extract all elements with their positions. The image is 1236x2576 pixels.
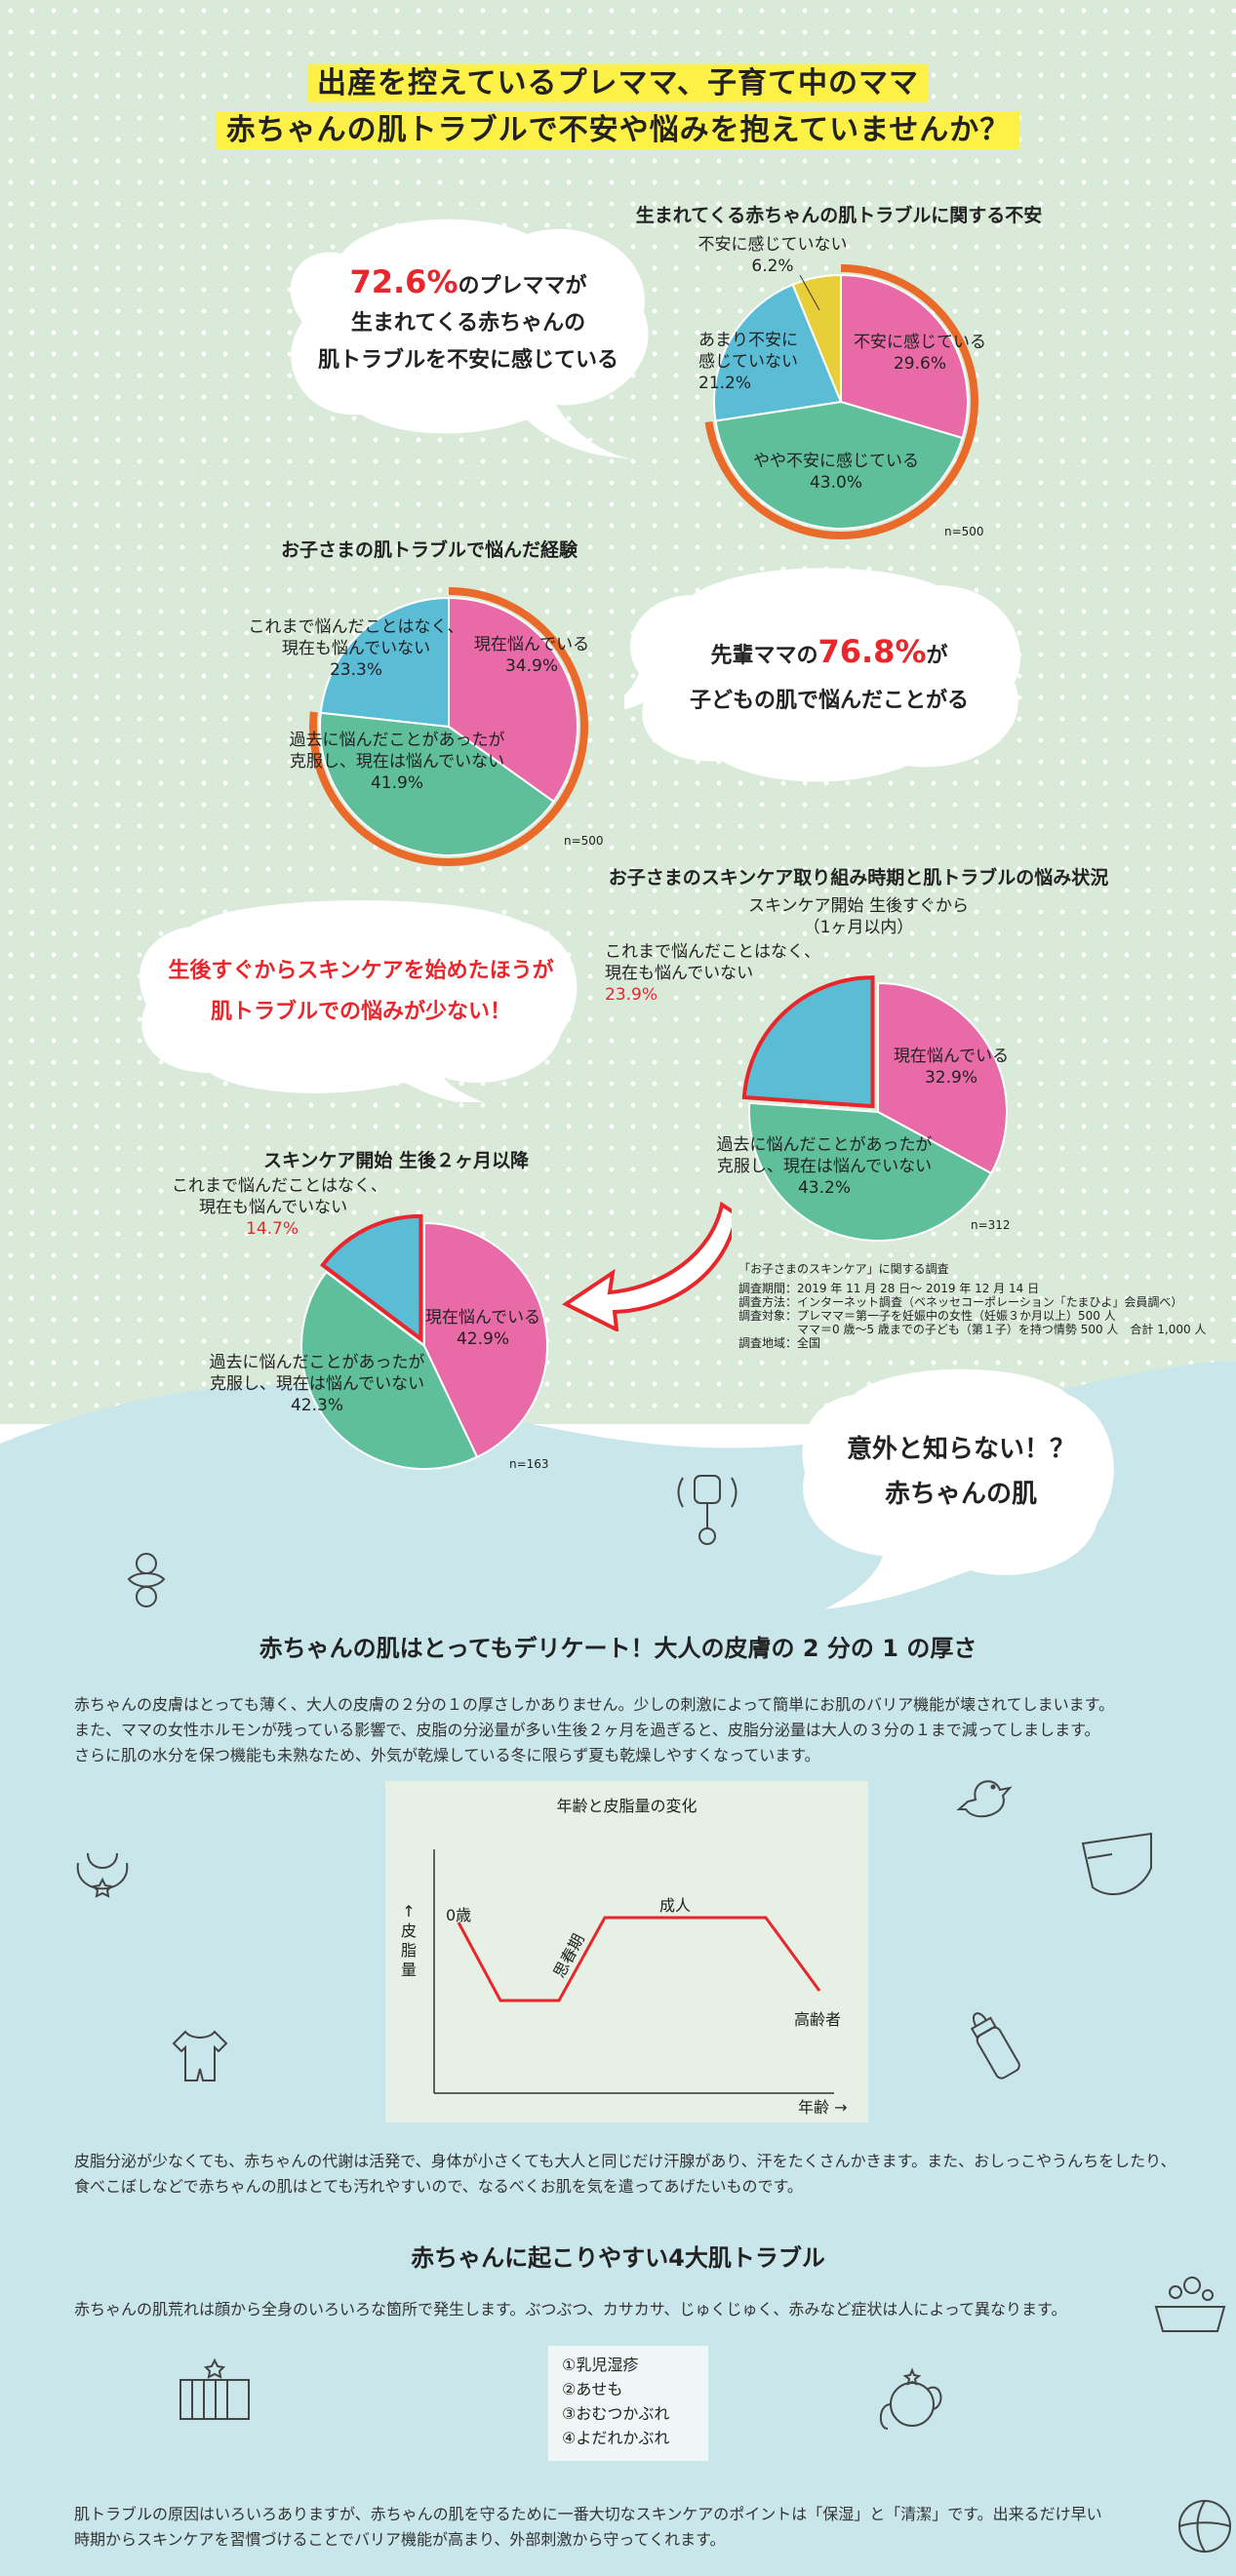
baby-bottle-icon xyxy=(970,2012,1020,2080)
chart2-label-2: これまで悩んだことはなく、 現在も悩んでいない 23.3% xyxy=(248,617,464,680)
chart4-label-0: 現在悩んでいる 42.9% xyxy=(424,1308,541,1349)
bath-icon xyxy=(1154,2277,1226,2332)
chart4-n: n=163 xyxy=(509,1457,549,1471)
pie-chart-3 xyxy=(741,975,1008,1242)
line-chart-ylabel: ↑ 皮脂量 xyxy=(400,1902,417,1979)
bird-icon xyxy=(956,1780,1013,1818)
sebum-line xyxy=(457,1916,821,2002)
header-line2: 赤ちゃんの肌トラブルで不安や悩みを抱えていませんか？ xyxy=(216,111,1020,149)
bubble4-text: 意外と知らない！？ 赤ちゃんの肌 xyxy=(846,1435,1075,1509)
chart3-n: n=312 xyxy=(971,1218,1011,1232)
dotted-background xyxy=(0,0,1236,1424)
rattle-icon xyxy=(677,1475,738,1545)
chart2-label-1: 過去に悩んだことがあったが 克服し、現在は悩んでいない 41.9% xyxy=(289,731,505,793)
chart1-n: n=500 xyxy=(944,525,984,538)
bubble1-tail: のプレママが xyxy=(458,274,587,298)
annotation-elderly: 高齢者 xyxy=(794,2010,842,2029)
chart3-label-2: これまで悩んだことはなく、 現在も悩んでいない 23.9% xyxy=(605,942,820,1005)
speech-bubble-3 xyxy=(139,900,578,1102)
section2-paragraph-1: 赤ちゃんの肌荒れは顔から全身のいろいろな箇所で発生します。ぶつぶつ、カサカサ、じ… xyxy=(74,2300,1067,2318)
pie-chart-1 xyxy=(704,264,978,539)
pie-slice xyxy=(713,283,843,422)
crib-icon xyxy=(179,2358,250,2420)
chart2-title: お子さまの肌トラブルで悩んだ経験 xyxy=(280,539,578,561)
line-chart-title: 年齢と皮脂量の変化 xyxy=(556,1797,698,1815)
speech-bubble-2 xyxy=(624,568,1021,782)
arrow-icon xyxy=(562,1201,732,1331)
pie-slice xyxy=(448,596,578,804)
section1-heading: 赤ちゃんの肌はとってもデリケート！大人の皮膚の 2 分の 1 の厚さ xyxy=(259,1635,977,1662)
pie-slice xyxy=(748,1101,993,1242)
pie-slice xyxy=(319,596,450,729)
chart3-subtitle: スキンケア開始 生後すぐから （1ヶ月以内） xyxy=(748,896,969,937)
chart3-title: お子さまのスキンケア取り組み時期と肌トラブルの悩み状況 xyxy=(608,867,1109,889)
bib-icon xyxy=(76,1852,129,1898)
chart1-label-2: あまり不安に 感じていない 21.2% xyxy=(698,331,798,393)
line-chart-panel xyxy=(385,1781,868,2122)
list-item: ④よだれかぶれ xyxy=(562,2429,670,2447)
survey-info: 「お子さまのスキンケア」に関する調査 調査期間：2019 年 11 月 28 日… xyxy=(738,1262,1226,1350)
chart1-leader-line xyxy=(799,275,820,311)
baby-clothes-icon xyxy=(172,2030,228,2081)
section2-heading: 赤ちゃんに起こりやすい4大肌トラブル xyxy=(411,2244,825,2272)
highlight-ring xyxy=(704,264,978,539)
speech-bubble-4 xyxy=(802,1368,1114,1609)
header: 出産を控えているプレママ、子育て中のママ xyxy=(0,59,1236,102)
pacifier-icon xyxy=(127,1553,166,1607)
line-chart xyxy=(433,1849,834,2094)
chart3-label-0: 現在悩んでいる 32.9% xyxy=(893,1047,1010,1088)
elephant-icon xyxy=(879,2367,942,2430)
chart1-title: 生まれてくる赤ちゃんの肌トラブルに関する不安 xyxy=(635,205,1043,226)
pie-slice xyxy=(840,273,969,440)
chart1-label-0: 不安に感じている 29.6% xyxy=(854,333,986,374)
pie-slice xyxy=(791,273,842,403)
chart4-title: スキンケア開始 生後２ヶ月以降 xyxy=(263,1150,530,1171)
bubble2-text: 先輩ママの76.8%が 子どもの肌で悩んだことがる xyxy=(689,633,969,713)
survey-title: 「お子さまのスキンケア」に関する調査 xyxy=(738,1262,949,1276)
pie-slice xyxy=(714,400,964,530)
chart2-n: n=500 xyxy=(564,834,604,848)
line-chart-xlabel: 年齢 → xyxy=(798,2098,848,2117)
section2-paragraph-2: 肌トラブルの原因はいろいろありますが、赤ちゃんの肌を守るために一番大切なスキンケ… xyxy=(74,2505,1102,2549)
bubble1-line3: 肌トラブルを不安に感じている xyxy=(317,348,618,373)
section1-paragraph-2: 皮脂分泌が少なくても、赤ちゃんの代謝は活発で、身体が小さくても大人と同じだけ汗腺… xyxy=(74,2152,1176,2196)
list-item: ②あせも xyxy=(562,2380,623,2398)
highlight-ring xyxy=(309,587,588,866)
chart3-label-1: 過去に悩んだことがあったが 克服し、現在は悩んでいない 43.2% xyxy=(716,1135,933,1198)
pie-slice xyxy=(423,1221,548,1459)
chart2-label-0: 現在悩んでいる 34.9% xyxy=(473,635,590,676)
pie-slice xyxy=(877,981,1008,1175)
chart4-label-1: 過去に悩んだことがあったが 克服し、現在は悩んでいない 42.3% xyxy=(209,1353,425,1415)
ball-icon xyxy=(1178,2500,1231,2553)
speech-bubble-1 xyxy=(290,218,649,458)
chart4-label-2: これまで悩んだことはなく、 現在も悩んでいない 14.7% xyxy=(172,1176,387,1239)
pie-slice xyxy=(300,1270,479,1470)
section1-paragraph-1: 赤ちゃんの皮膚はとっても薄く、大人の皮膚の２分の１の厚さしかありません。少しの刺… xyxy=(74,1695,1115,1764)
chart1-label-1: やや不安に感じている 43.0% xyxy=(753,452,919,493)
chart1-label-3: 不安に感じていない 6.2% xyxy=(698,235,848,276)
annotation-age0: 0歳 xyxy=(446,1906,472,1924)
bubble1-text: 72.6%のプレママが 生まれてくる赤ちゃんの 肌トラブルを不安に感じている xyxy=(293,263,644,379)
bubble3-text: 生後すぐからスキンケアを始めたほうが 肌トラブルでの悩みが少ない！ xyxy=(168,959,554,1024)
list-item: ①乳児湿疹 xyxy=(562,2356,639,2374)
diaper-icon xyxy=(1081,1832,1152,1896)
bubble1-line2: 生まれてくる赤ちゃんの xyxy=(350,311,586,336)
annotation-adult: 成人 xyxy=(659,1896,692,1915)
list-item: ③おむつかぶれ xyxy=(562,2404,670,2423)
bubble1-pct: 72.6% xyxy=(349,263,459,300)
pie-slice xyxy=(741,975,875,1109)
pie-chart-4 xyxy=(300,1213,548,1470)
pie-slice xyxy=(320,1213,423,1343)
trouble-list: ①乳児湿疹 ②あせも ③おむつかぶれ ④よだれかぶれ xyxy=(548,2346,708,2461)
pie-slice xyxy=(319,711,555,856)
header-line1: 出産を控えているプレママ、子育て中のママ xyxy=(307,64,929,102)
pie-chart-2 xyxy=(309,587,588,866)
